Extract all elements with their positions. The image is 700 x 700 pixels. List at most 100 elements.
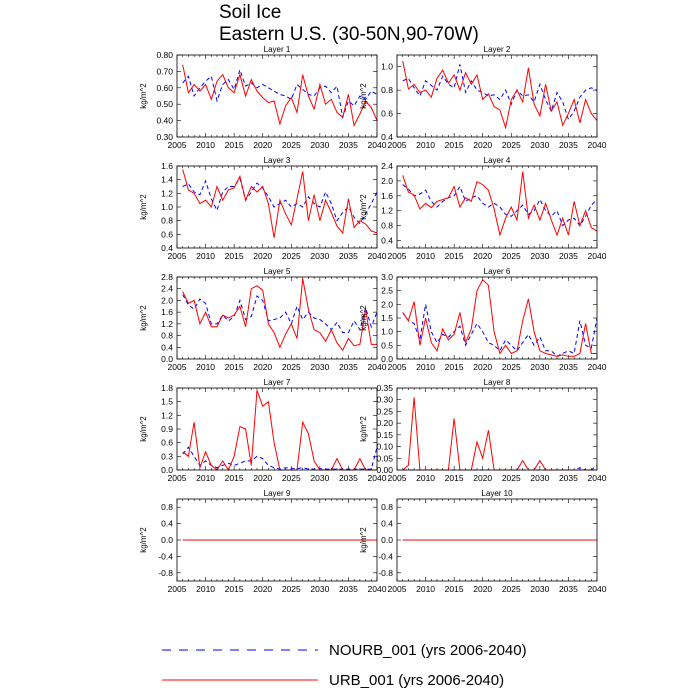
x-tick-label: 2035 <box>339 473 358 483</box>
x-tick-label: 2010 <box>196 140 215 150</box>
plot-frame <box>396 54 598 138</box>
y-tick-label: 1.0 <box>381 62 393 72</box>
plot-frame <box>176 165 378 249</box>
x-tick-label: 2030 <box>310 584 329 594</box>
x-tick-label: 2005 <box>388 473 407 483</box>
x-tick-label: 2010 <box>416 473 435 483</box>
figure-title-line2: Eastern U.S. (30-50N,90-70W) <box>219 24 479 45</box>
plot-frame <box>176 276 378 360</box>
x-tick-label: 2035 <box>559 140 578 150</box>
y-tick-label: 0.8 <box>161 331 173 341</box>
x-tick-label: 2040 <box>588 362 607 372</box>
y-tick-label: 0.35 <box>376 383 393 393</box>
x-tick-label: 2015 <box>225 362 244 372</box>
x-tick-label: 2020 <box>473 584 492 594</box>
panel-title: Layer 1 <box>264 45 291 54</box>
x-tick-label: 2010 <box>416 584 435 594</box>
x-tick-label: 2015 <box>445 473 464 483</box>
panel-title: Layer 2 <box>484 45 511 54</box>
series-line-urb <box>182 390 377 472</box>
x-tick-label: 2010 <box>416 362 435 372</box>
x-tick-label: 2030 <box>530 362 549 372</box>
y-axis-label: kg/m^2 <box>359 305 368 331</box>
panel-title: Layer 8 <box>484 378 511 387</box>
legend-urb-label: URB_001 (yrs 2006-2040) <box>329 672 504 689</box>
x-tick-label: 2040 <box>588 584 607 594</box>
plot-frame <box>396 276 598 360</box>
x-tick-label: 2025 <box>502 584 521 594</box>
y-axis-label: kg/m^2 <box>139 416 148 442</box>
x-tick-label: 2020 <box>253 473 272 483</box>
y-tick-label: 0.40 <box>156 116 173 126</box>
x-tick-label: 2035 <box>559 251 578 261</box>
y-axis-label: kg/m^2 <box>359 527 368 553</box>
y-tick-label: 0.6 <box>161 438 173 448</box>
y-tick-label: 0.8 <box>381 85 393 95</box>
series-line-nourb <box>182 177 378 225</box>
x-tick-label: 2015 <box>445 251 464 261</box>
panel-7: Layer 7 kg/m^2 2005 2010 2015 2020 2025 2030 203… <box>139 378 387 483</box>
x-tick-label: 2040 <box>368 251 387 261</box>
legend: NOURB_001 (yrs 2006-2040) URB_001 (yrs 2… <box>162 642 527 689</box>
y-axis-label: kg/m^2 <box>359 194 368 220</box>
panel-2: Layer 2 kg/m^2 2005 2010 2015 2020 2025 2030 203… <box>359 45 607 150</box>
x-tick-label: 2030 <box>310 140 329 150</box>
x-tick-label: 2010 <box>196 362 215 372</box>
y-tick-label: 0.0 <box>161 354 173 364</box>
x-tick-label: 2020 <box>473 362 492 372</box>
plot-frame <box>176 387 378 471</box>
figure-title-line1: Soil Ice <box>219 2 281 23</box>
legend-nourb-label: NOURB_001 (yrs 2006-2040) <box>329 642 527 659</box>
y-tick-label: 0.4 <box>381 236 393 246</box>
y-tick-label: 0.0 <box>161 465 173 475</box>
panel-9: Layer 9 kg/m^2 2005 2010 2015 2020 2025 2030 203… <box>139 489 387 594</box>
x-tick-label: 2015 <box>225 584 244 594</box>
x-tick-label: 2015 <box>445 140 464 150</box>
x-tick-label: 2015 <box>225 473 244 483</box>
y-tick-label: 2.5 <box>381 286 393 296</box>
series-line-urb <box>182 278 377 352</box>
y-tick-label: 0.0 <box>381 354 393 364</box>
y-tick-label: 2.4 <box>161 284 173 294</box>
y-tick-label: 0.8 <box>381 502 393 512</box>
y-axis-label: kg/m^2 <box>359 416 368 442</box>
plot-frame <box>396 387 598 471</box>
panel-title: Layer 9 <box>264 489 291 498</box>
y-tick-label: 2.0 <box>381 299 393 309</box>
x-tick-label: 2030 <box>530 584 549 594</box>
panel-title: Layer 10 <box>481 489 513 498</box>
y-tick-label: 0.4 <box>381 519 393 529</box>
series-line-nourb <box>182 294 378 334</box>
x-tick-label: 2025 <box>282 140 301 150</box>
y-axis-label: kg/m^2 <box>139 527 148 553</box>
y-axis-label: kg/m^2 <box>139 194 148 220</box>
panel-10: Layer 10 kg/m^2 2005 2010 2015 2020 2025 2030 20… <box>359 489 607 594</box>
y-tick-label: 1.6 <box>161 307 173 317</box>
y-tick-label: 0.05 <box>376 453 393 463</box>
x-tick-label: 2040 <box>588 473 607 483</box>
series-line-urb <box>402 278 597 357</box>
x-tick-label: 2030 <box>310 251 329 261</box>
y-tick-label: 0.25 <box>376 406 393 416</box>
y-tick-label: 0.0 <box>161 535 173 545</box>
series-line-nourb <box>402 184 598 227</box>
y-tick-label: 0.3 <box>161 451 173 461</box>
y-tick-label: -0.8 <box>158 568 173 578</box>
x-tick-label: 2035 <box>559 362 578 372</box>
x-tick-label: 2035 <box>339 251 358 261</box>
y-tick-label: 0.6 <box>161 229 173 239</box>
x-tick-label: 2025 <box>502 362 521 372</box>
y-tick-label: 0.00 <box>376 465 393 475</box>
panel-4: Layer 4 kg/m^2 2005 2010 2015 2020 2025 2030 203… <box>359 156 607 261</box>
x-tick-label: 2005 <box>388 584 407 594</box>
y-tick-label: 0.4 <box>381 132 393 142</box>
x-tick-label: 2040 <box>588 140 607 150</box>
x-tick-label: 2025 <box>502 251 521 261</box>
x-tick-label: 2035 <box>339 362 358 372</box>
y-tick-label: 1.6 <box>161 161 173 171</box>
series-line-urb <box>402 397 597 471</box>
x-tick-label: 2030 <box>310 473 329 483</box>
x-tick-label: 2025 <box>282 362 301 372</box>
plot-frame <box>176 498 378 582</box>
